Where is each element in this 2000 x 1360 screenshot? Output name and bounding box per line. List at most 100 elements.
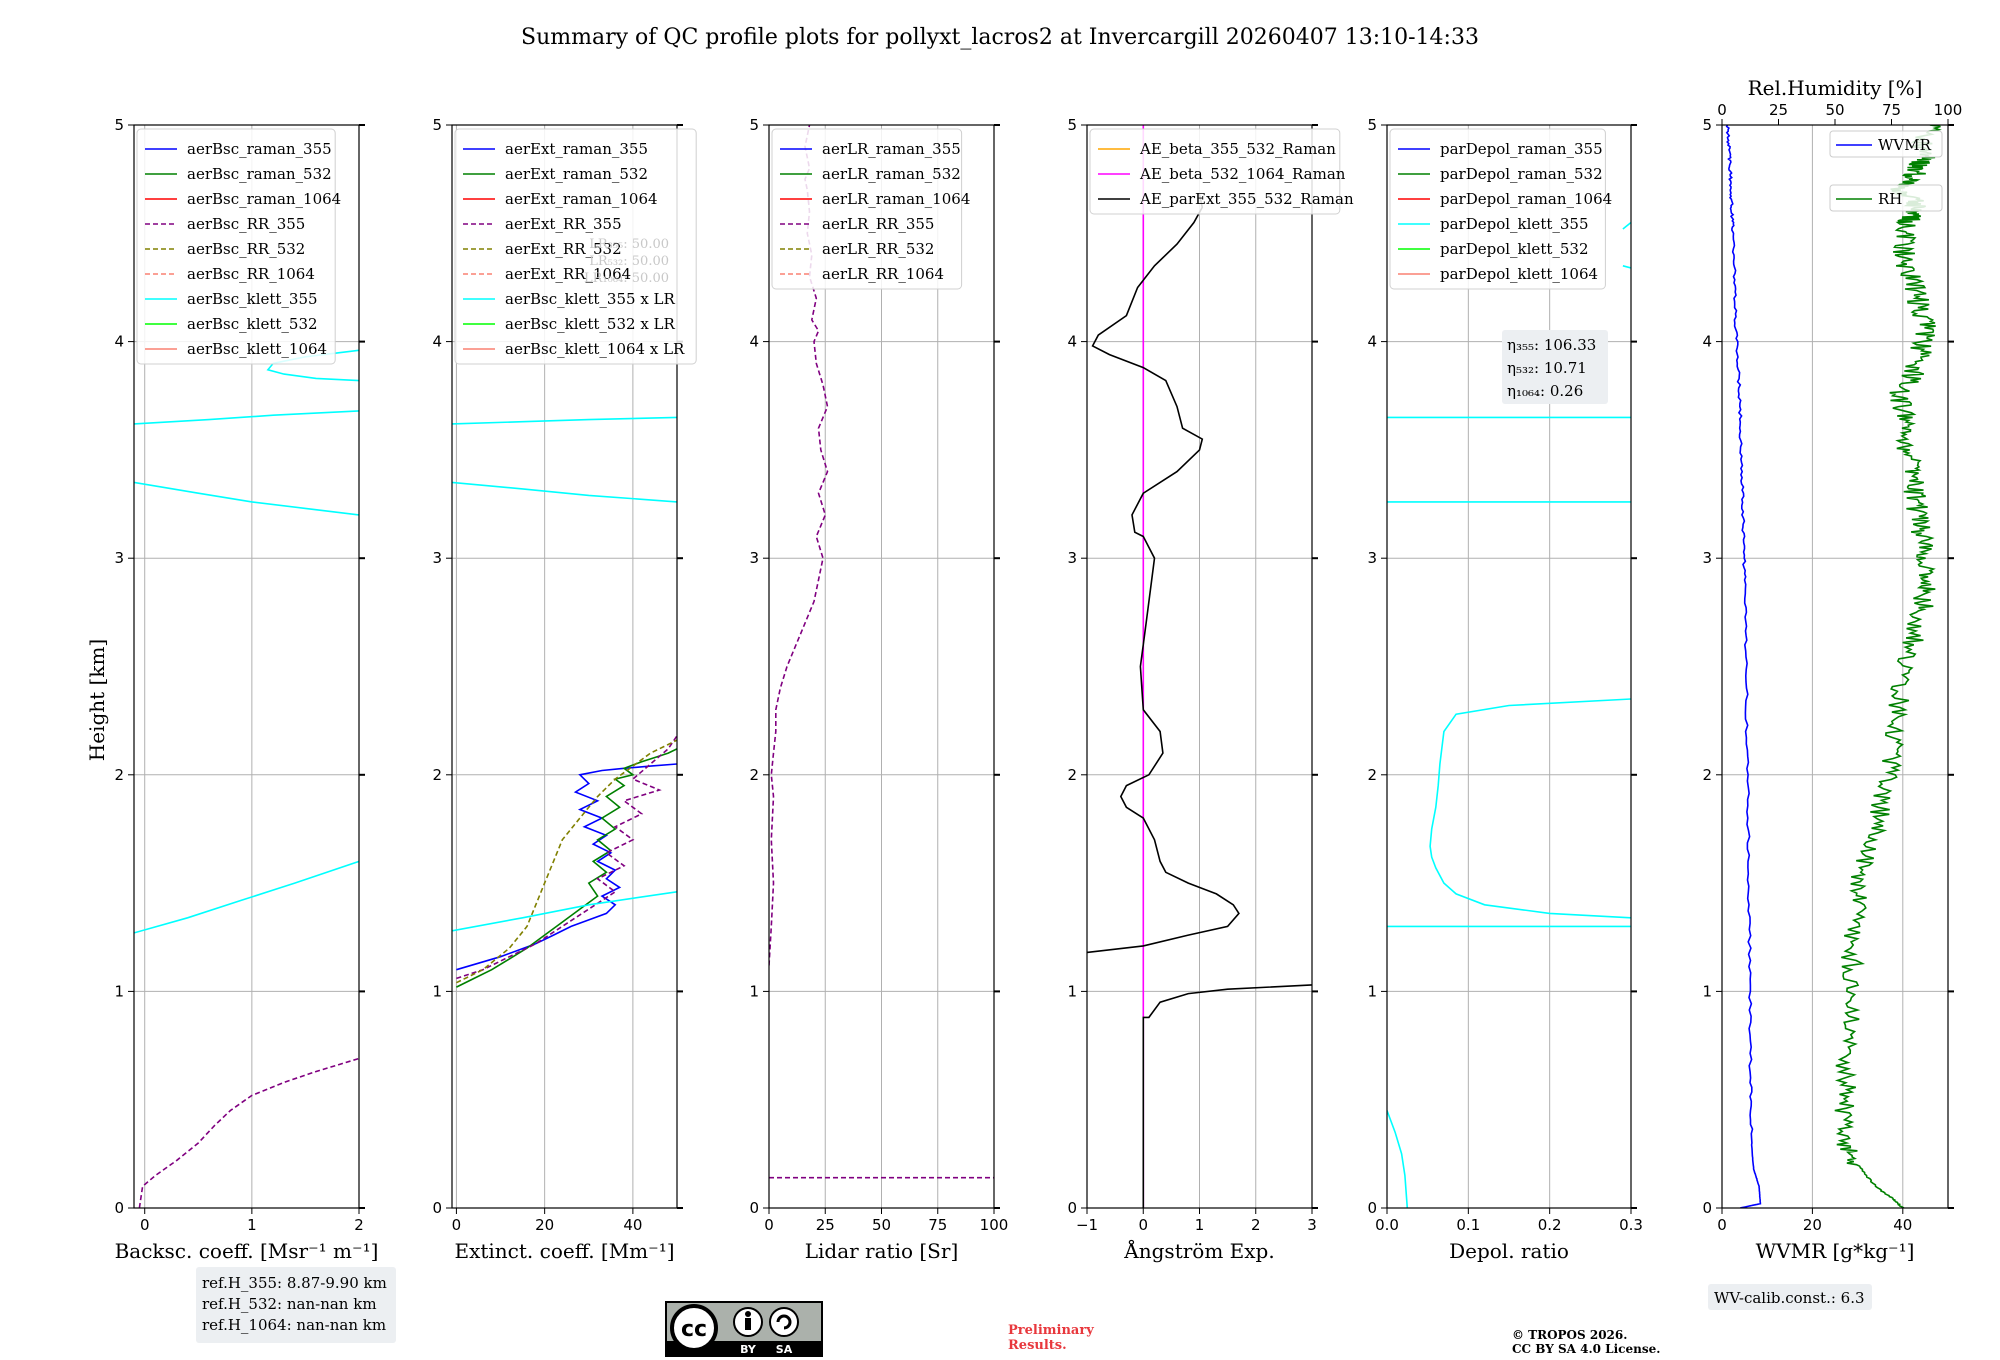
x-tick-label: 0 [452,1216,462,1234]
x-tick-label: 0 [140,1216,150,1234]
x-tick-label: 50 [872,1216,891,1234]
preliminary-line-1: Preliminary [1008,1323,1094,1338]
top-x-tick-label: 25 [1769,101,1788,119]
x-tick-label: 75 [928,1216,947,1234]
series-aerBsc_klett_355 x LR-part-2 [452,416,677,425]
series-aerBsc_klett_355-part-1 [134,481,359,516]
x-tick-label: 40 [1893,1216,1912,1234]
legend-label: aerExt_raman_532 [505,165,648,183]
legend: AE_beta_355_532_Raman AE_beta_532_1064_Ra… [1089,128,1354,215]
axes-frame [1386,124,1632,1209]
series-RH [1834,125,1942,1208]
share-alike-icon [769,1307,799,1337]
x-tick-label: 0.0 [1375,1216,1399,1234]
legend-label: parDepol_klett_1064 [1440,265,1598,283]
series-parDepol_klett_355-part-0 [1387,1110,1409,1208]
y-tick-label: 4 [432,333,442,351]
y-tick-label: 1 [114,982,124,1000]
x-tick-label: 20 [535,1216,554,1234]
top-x-tick-label: 0 [1717,101,1727,119]
y-tick-label: 3 [1067,549,1077,567]
x-tick-label: 1 [1195,1216,1205,1234]
x-axis-label: WVMR [g*kg⁻¹] [1756,1239,1915,1263]
lidar-ratio-note: LR₃₅₅: 50.00 [589,237,669,252]
eta-value: η₁₀₆₄: 0.26 [1507,382,1583,400]
wv-calib-box: WV-calib.const.: 6.3 [1708,1284,1872,1310]
cc-license-badge: cc BY SA [665,1301,823,1357]
series-aerBsc_klett_355 x LR-part-0 [452,891,677,932]
x-tick-label: 0 [1717,1216,1727,1234]
legend-label: aerLR_raman_355 [822,140,961,158]
y-tick-label: 0 [1067,1199,1077,1217]
axes-frame [1721,124,1949,1209]
y-tick-label: 2 [1702,766,1712,784]
y-tick-label: 1 [749,982,759,1000]
ref-height-355: ref.H_355: 8.87-9.90 km [202,1274,387,1292]
y-tick-label: 4 [1067,333,1077,351]
y-tick-label: 4 [1367,333,1377,351]
x-tick-label: 2 [354,1216,364,1234]
x-tick-label: −1 [1076,1216,1098,1234]
legend-label: aerLR_raman_1064 [822,190,970,208]
y-tick-label: 2 [114,766,124,784]
y-tick-label: 2 [432,766,442,784]
y-tick-label: 0 [114,1199,124,1217]
panel-backscatter: 0 1 2 0 1 2 3 4 5 Backsc. coeff. [Msr⁻¹ m⁻¹] aerBs… [114,116,378,1263]
legend-label: aerBsc_RR_355 [187,215,305,233]
legend-label: aerLR_RR_1064 [822,265,944,283]
top-axis-label: Rel.Humidity [%] [1748,76,1923,100]
copyright-line-1: © TROPOS 2026. [1512,1328,1627,1342]
axis-label-height: Height [km] [85,639,109,761]
series-aerBsc_klett_355 x LR-part-1 [452,481,677,503]
legend-label: AE_beta_355_532_Raman [1139,140,1336,158]
cc-logo-icon [670,1304,718,1352]
legend-label: aerExt_RR_532 [505,240,622,258]
y-tick-label: 5 [1702,116,1712,134]
eta-box [1502,330,1608,404]
series-WVMR [1725,125,1762,1208]
y-tick-label: 3 [749,549,759,567]
series-parDepol_klett_355-part-2 [1429,698,1631,919]
y-tick-label: 4 [749,333,759,351]
legend: aerExt_raman_355 aerExt_raman_532 aerExt_r… [454,128,697,365]
legend-label: parDepol_raman_532 [1440,165,1603,183]
legend-label: parDepol_klett_355 [1440,215,1589,233]
legend-label: aerBsc_klett_355 [187,290,318,308]
legend-label: AE_beta_532_1064_Raman [1139,165,1346,183]
legend-label: WVMR [1878,136,1932,154]
eta-value: η₅₃₂: 10.71 [1507,359,1587,377]
badge-by: BY [740,1343,757,1356]
x-tick-label: 2 [1251,1216,1261,1234]
y-tick-label: 0 [1367,1199,1377,1217]
legend-label: aerBsc_raman_532 [187,165,332,183]
series-aerBsc_RR_355 [138,1057,359,1208]
panel-lidar-ratio: 0 25 50 75 100 0 1 2 3 4 5 Lidar ratio [Sr] aerLR_ra… [749,116,1008,1263]
legend-label: aerExt_RR_355 [505,215,622,233]
cc-logo-text: cc [681,1317,707,1342]
legend-label: aerBsc_klett_1064 x LR [505,340,685,358]
x-tick-label: 20 [1803,1216,1822,1234]
x-tick-label: 0.2 [1538,1216,1562,1234]
top-x-tick-label: 50 [1825,101,1844,119]
legend: aerLR_raman_355 aerLR_raman_532 aerLR_rama… [771,128,970,290]
panel-depolarization: 0.0 0.1 0.2 0.3 0 1 2 3 4 5 Depol. ratio parDepol_r… [1367,116,1642,1263]
legend-label: aerLR_RR_355 [822,215,934,233]
legend-label: RH [1878,190,1902,208]
x-tick-label: 0 [1138,1216,1148,1234]
y-tick-label: 1 [1367,982,1377,1000]
x-tick-label: 0.1 [1456,1216,1480,1234]
x-tick-label: 3 [1307,1216,1317,1234]
lidar-ratio-note: LR₁₀₆₄: 50.00 [584,271,669,286]
y-tick-label: 2 [1067,766,1077,784]
top-x-tick-label: 100 [1934,101,1963,119]
y-tick-label: 0 [749,1199,759,1217]
legend-label: aerLR_RR_532 [822,240,934,258]
legend-label: parDepol_klett_532 [1440,240,1589,258]
x-axis-label: Depol. ratio [1449,1239,1569,1263]
axes-frame [133,124,360,1209]
panel-extinction: 0 20 40 0 1 2 3 4 5 Extinct. coeff. [Mm⁻¹] aerExt_… [432,116,697,1263]
ref-height-532: ref.H_532: nan-nan km [202,1295,377,1313]
legend-label: aerBsc_klett_1064 [187,340,327,358]
